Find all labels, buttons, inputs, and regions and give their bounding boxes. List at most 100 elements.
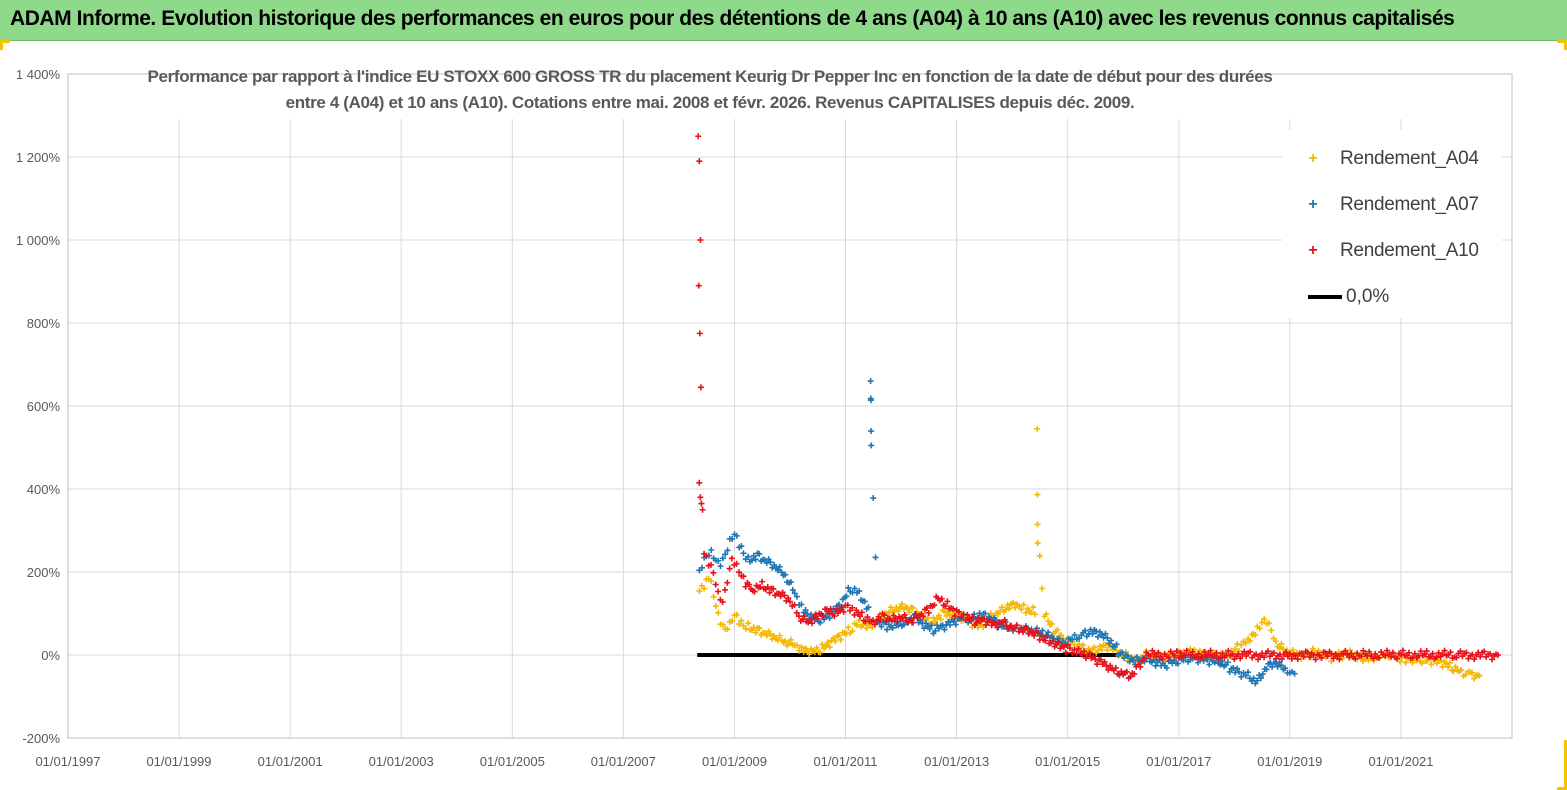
point-a10 — [1229, 651, 1236, 658]
point-a04 — [1098, 646, 1105, 653]
point-a10 — [1165, 654, 1172, 661]
point-a10 — [1044, 632, 1051, 639]
point-a10 — [1312, 656, 1319, 663]
point-a10 — [1199, 653, 1206, 660]
point-a10 — [735, 569, 742, 576]
x-tick-label: 01/01/2013 — [924, 754, 989, 769]
point-a10 — [908, 619, 915, 626]
point-a07 — [947, 621, 954, 628]
legend-marker-a04: + — [1308, 150, 1318, 167]
point-a07 — [698, 564, 705, 571]
point-a04 — [1328, 658, 1335, 665]
point-a04 — [1034, 425, 1041, 432]
point-a10 — [1062, 649, 1069, 656]
point-a10 — [1127, 673, 1134, 680]
point-a10 — [871, 621, 878, 628]
point-a10 — [1282, 649, 1289, 656]
point-a10 — [697, 384, 704, 391]
point-a04 — [724, 626, 731, 633]
point-a10 — [1261, 654, 1268, 661]
point-a04 — [1196, 647, 1203, 654]
point-a10 — [1397, 651, 1404, 658]
point-a07 — [1045, 629, 1052, 636]
corner-accent-bottom-right-v — [1564, 740, 1567, 790]
point-a07 — [1071, 631, 1078, 638]
point-a07 — [1082, 627, 1089, 634]
legend-marker-zero — [1308, 295, 1342, 299]
point-a07 — [724, 547, 731, 554]
point-a07 — [952, 621, 959, 628]
point-a07 — [1278, 662, 1285, 669]
point-a10 — [1447, 649, 1454, 656]
point-a07 — [1245, 669, 1252, 676]
point-a10 — [1123, 668, 1130, 675]
legend-label-a04: Rendement_A04 — [1340, 148, 1479, 169]
point-a07 — [1258, 675, 1264, 682]
point-a07 — [715, 557, 722, 564]
point-a04 — [1096, 643, 1103, 650]
point-a07 — [928, 622, 935, 629]
point-a10 — [1019, 629, 1026, 636]
x-tick-label: 01/01/2021 — [1368, 754, 1433, 769]
point-a04 — [1450, 668, 1457, 675]
point-a04 — [819, 641, 826, 648]
point-a04 — [947, 611, 954, 618]
point-a10 — [968, 617, 975, 624]
y-tick-label: 0% — [41, 648, 60, 663]
point-a10 — [840, 608, 847, 615]
point-a04 — [1016, 602, 1023, 609]
point-a04 — [863, 625, 870, 632]
point-a10 — [1201, 648, 1208, 655]
point-a07 — [1089, 630, 1096, 637]
point-a10 — [1265, 648, 1272, 655]
corner-accent-top-left — [0, 40, 10, 43]
point-a10 — [1155, 649, 1162, 656]
point-a10 — [962, 616, 969, 623]
point-a10 — [696, 330, 703, 337]
point-a10 — [1001, 616, 1008, 623]
legend-item-a04: + Rendement_A04 — [1304, 148, 1479, 172]
point-a07 — [1095, 633, 1102, 640]
point-a07 — [826, 615, 833, 622]
point-a04 — [1104, 647, 1111, 654]
point-a04 — [1470, 675, 1477, 682]
point-a04 — [987, 610, 994, 617]
point-a07 — [708, 546, 715, 553]
point-a04 — [708, 578, 715, 585]
point-a04 — [767, 630, 774, 637]
point-a07 — [868, 442, 875, 449]
point-a10 — [942, 603, 949, 610]
point-a10 — [836, 607, 843, 614]
point-a07 — [1269, 663, 1276, 670]
point-a10 — [757, 584, 764, 591]
point-a04 — [1024, 605, 1031, 612]
point-a10 — [1336, 656, 1343, 663]
x-tick-label: 01/01/1999 — [146, 754, 211, 769]
point-a07 — [1282, 665, 1289, 672]
point-a07 — [776, 563, 783, 570]
point-a04 — [1004, 601, 1011, 608]
point-a10 — [1042, 637, 1049, 644]
point-a04 — [1476, 672, 1483, 679]
point-a10 — [764, 584, 771, 591]
point-a10 — [703, 552, 710, 559]
point-a04 — [1080, 642, 1087, 649]
point-a10 — [864, 614, 871, 621]
point-a04 — [1034, 521, 1041, 528]
point-a07 — [922, 620, 929, 627]
point-a04 — [1034, 539, 1041, 546]
point-a04 — [804, 647, 811, 654]
point-a04 — [1034, 491, 1041, 498]
header-banner: ADAM Informe. Evolution historique des p… — [0, 0, 1567, 41]
point-a10 — [814, 615, 821, 622]
point-a04 — [1039, 585, 1046, 592]
point-a10 — [1207, 647, 1214, 654]
point-a04 — [1242, 640, 1249, 647]
point-a10 — [992, 620, 999, 627]
point-a04 — [798, 643, 805, 650]
y-tick-label: 1 400% — [16, 67, 61, 82]
point-a07 — [793, 593, 800, 600]
point-a07 — [1217, 661, 1224, 668]
point-a10 — [1159, 655, 1166, 662]
point-a10 — [719, 598, 726, 605]
